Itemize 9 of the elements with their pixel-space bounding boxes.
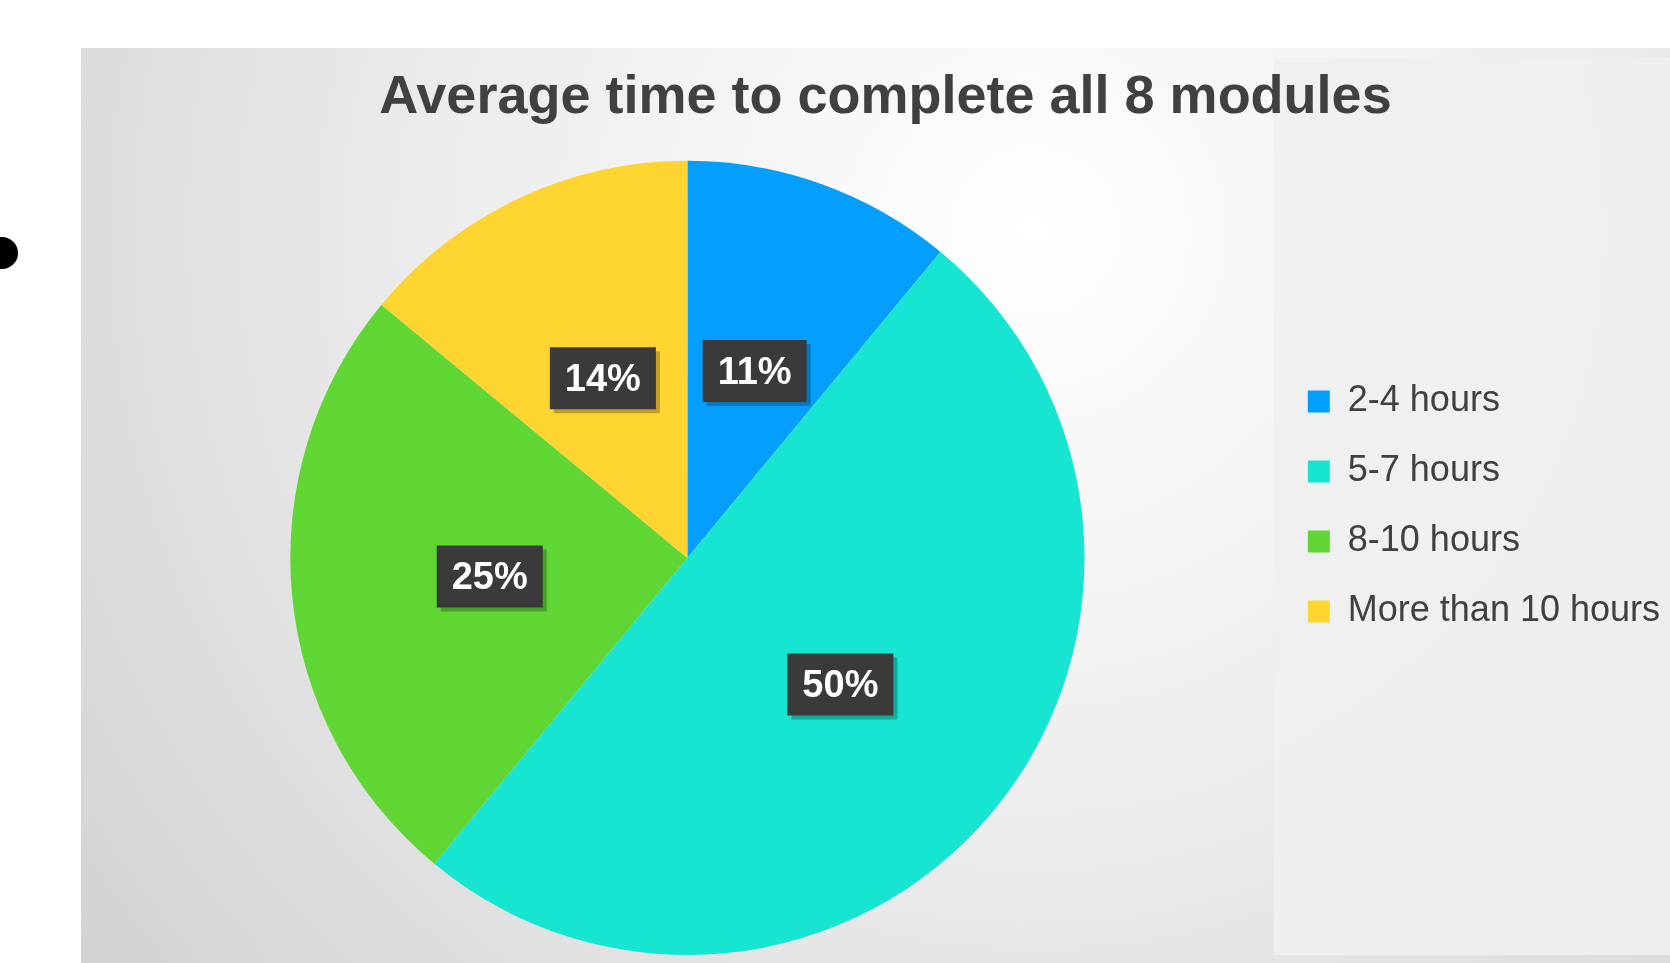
data-label: 25% (451, 555, 528, 598)
data-label: 50% (802, 662, 879, 705)
legend-label: 8-10 hours (1347, 518, 1520, 560)
data-label: 11% (717, 349, 792, 392)
legend-label: 2-4 hours (1347, 378, 1500, 420)
chart-title: Average time to complete all 8 modules (379, 64, 1392, 125)
data-label: 14% (564, 356, 641, 399)
legend-label: 5-7 hours (1347, 448, 1500, 490)
legend-label: More than 10 hours (1347, 588, 1660, 630)
